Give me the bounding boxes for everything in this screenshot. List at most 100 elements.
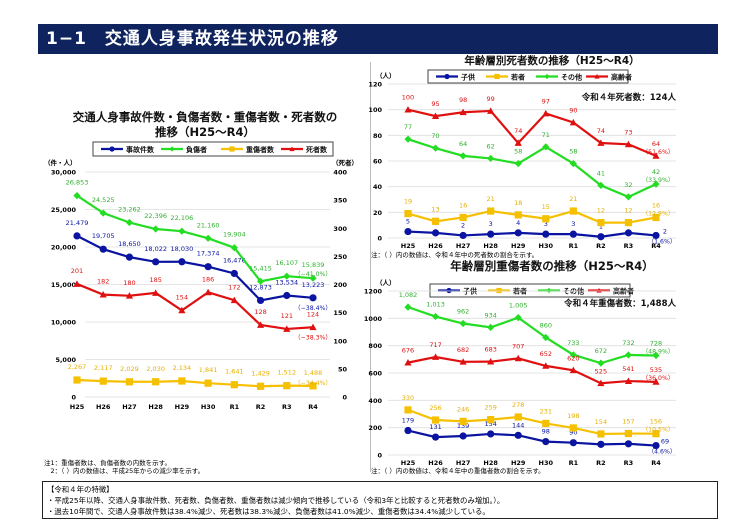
deaths-data-label: 58 <box>569 148 577 156</box>
main-data-label: 2,134 <box>173 364 192 372</box>
deaths-data-label: 97 <box>542 98 550 106</box>
main-data-label: 201 <box>71 267 83 275</box>
deaths-ytick: 60 <box>373 158 383 166</box>
deaths-series-line <box>407 108 657 157</box>
main-data-label: 21,160 <box>197 221 220 229</box>
serious-data-label: 69 <box>661 438 669 446</box>
main-data-label: 1,512 <box>277 369 296 377</box>
serious-data-label: 1,005 <box>509 302 528 310</box>
main-data-label: 22,396 <box>144 212 167 220</box>
deaths-data-label: 5 <box>406 218 410 226</box>
deaths-xtick: H26 <box>428 242 443 250</box>
main-data-point <box>309 294 317 302</box>
deaths-data-point <box>652 213 660 222</box>
serious-ytick: 1000 <box>364 315 383 323</box>
serious-data-point <box>404 303 412 311</box>
main-data-label: 18,030 <box>171 245 194 253</box>
serious-pct-note: （36.0%） <box>642 375 674 382</box>
deaths-xtick: R4 <box>651 242 661 250</box>
main-data-label: 26,853 <box>66 179 89 187</box>
deaths-ytick: 40 <box>373 183 383 191</box>
serious-series-line <box>407 306 657 365</box>
main-data-label: 128 <box>254 308 266 316</box>
deaths-data-label: 13 <box>431 205 439 213</box>
deaths-data-label: 16 <box>652 201 660 209</box>
deaths-data-label: 18 <box>514 199 522 207</box>
main-data-point <box>152 225 160 233</box>
deaths-data-point <box>652 152 660 159</box>
serious-data-point <box>569 439 577 447</box>
deaths-data-label: 21 <box>569 195 577 203</box>
main-legend-marker-diamond-icon <box>169 146 175 152</box>
deaths-legend-marker-triangle-icon <box>594 73 600 79</box>
serious-data-point <box>487 430 495 438</box>
main-data-point <box>99 245 107 253</box>
serious-data-label: 683 <box>484 346 496 354</box>
serious-data-label: 682 <box>457 346 469 354</box>
serious-data-label: 733 <box>567 339 579 347</box>
main-data-point <box>230 296 238 304</box>
main-data-label: 18,650 <box>118 240 141 248</box>
deaths-legend-marker-circle-icon <box>444 73 450 80</box>
serious-legend-marker-circle-icon <box>446 287 452 294</box>
main-xtick: H30 <box>201 403 216 411</box>
serious-data-label: 98 <box>542 428 550 436</box>
deaths-data-label: 58 <box>514 148 522 156</box>
deaths-data-point <box>624 229 633 237</box>
deaths-chart-title: 年齢層別死者数の推移（H25～R4） <box>464 54 639 67</box>
main-data-label: 23,262 <box>118 206 141 214</box>
main-data-label: 19,705 <box>92 232 115 240</box>
serious-ytick: 800 <box>368 342 382 350</box>
serious-ytick: 400 <box>368 397 382 405</box>
main-data-point <box>204 234 212 242</box>
serious-data-point <box>624 351 633 359</box>
deaths-xtick: H25 <box>401 242 416 250</box>
serious-data-label: 157 <box>622 418 634 426</box>
deaths-data-label: 19 <box>404 198 412 206</box>
deaths-xtick: H27 <box>456 242 471 250</box>
deaths-data-point <box>514 139 522 146</box>
deaths-data-label: 16 <box>459 201 467 209</box>
main-data-point <box>230 269 238 278</box>
main-ytick-right: 50 <box>338 365 348 373</box>
main-pct-note: （−38.3%） <box>294 334 331 341</box>
deaths-data-label: 71 <box>542 131 550 139</box>
main-data-label: 186 <box>202 275 214 283</box>
main-data-label: 185 <box>149 276 161 284</box>
main-data-point <box>178 258 186 266</box>
deaths-data-point <box>431 144 440 152</box>
deaths-data-label: 3 <box>544 220 548 228</box>
serious-data-point <box>652 441 660 450</box>
deaths-data-point <box>652 231 660 240</box>
features-box: 【令和４年の特徴】 ・平成25年以降、交通人身事故件数、死者数、負傷者数、重傷者… <box>42 481 718 519</box>
main-data-point <box>256 321 265 328</box>
deaths-legend-label: 高齢者 <box>611 73 632 82</box>
deaths-data-point <box>514 159 522 168</box>
serious-xtick: R3 <box>624 459 634 467</box>
deaths-data-label: 1 <box>599 223 603 231</box>
serious-series-line <box>407 355 657 385</box>
deaths-data-point <box>404 106 412 113</box>
main-ytick-right: 0 <box>342 394 347 402</box>
serious-data-label: 154 <box>484 420 496 428</box>
main-pct-note: （−41.0%） <box>294 271 331 278</box>
main-series-line <box>76 234 314 302</box>
main-data-label: 21,479 <box>66 219 89 227</box>
deaths-data-label: 99 <box>487 95 495 103</box>
serious-series-line <box>407 408 657 436</box>
main-xtick: H29 <box>175 403 190 411</box>
deaths-data-label: 73 <box>624 128 632 136</box>
deaths-legend-box <box>427 69 629 84</box>
serious-data-point <box>514 354 522 362</box>
main-data-label: 124 <box>307 310 319 318</box>
serious-data-point <box>652 430 660 438</box>
serious-data-label: 246 <box>457 405 469 413</box>
main-data-point <box>125 292 134 299</box>
main-xtick: H25 <box>70 403 85 411</box>
main-data-point <box>230 244 238 252</box>
serious-legend-marker-square-icon <box>496 287 502 294</box>
serious-data-label: 259 <box>484 404 496 412</box>
serious-data-label: 962 <box>457 308 469 316</box>
main-data-label: 15,415 <box>249 264 272 272</box>
serious-data-label: 1,013 <box>426 301 445 309</box>
